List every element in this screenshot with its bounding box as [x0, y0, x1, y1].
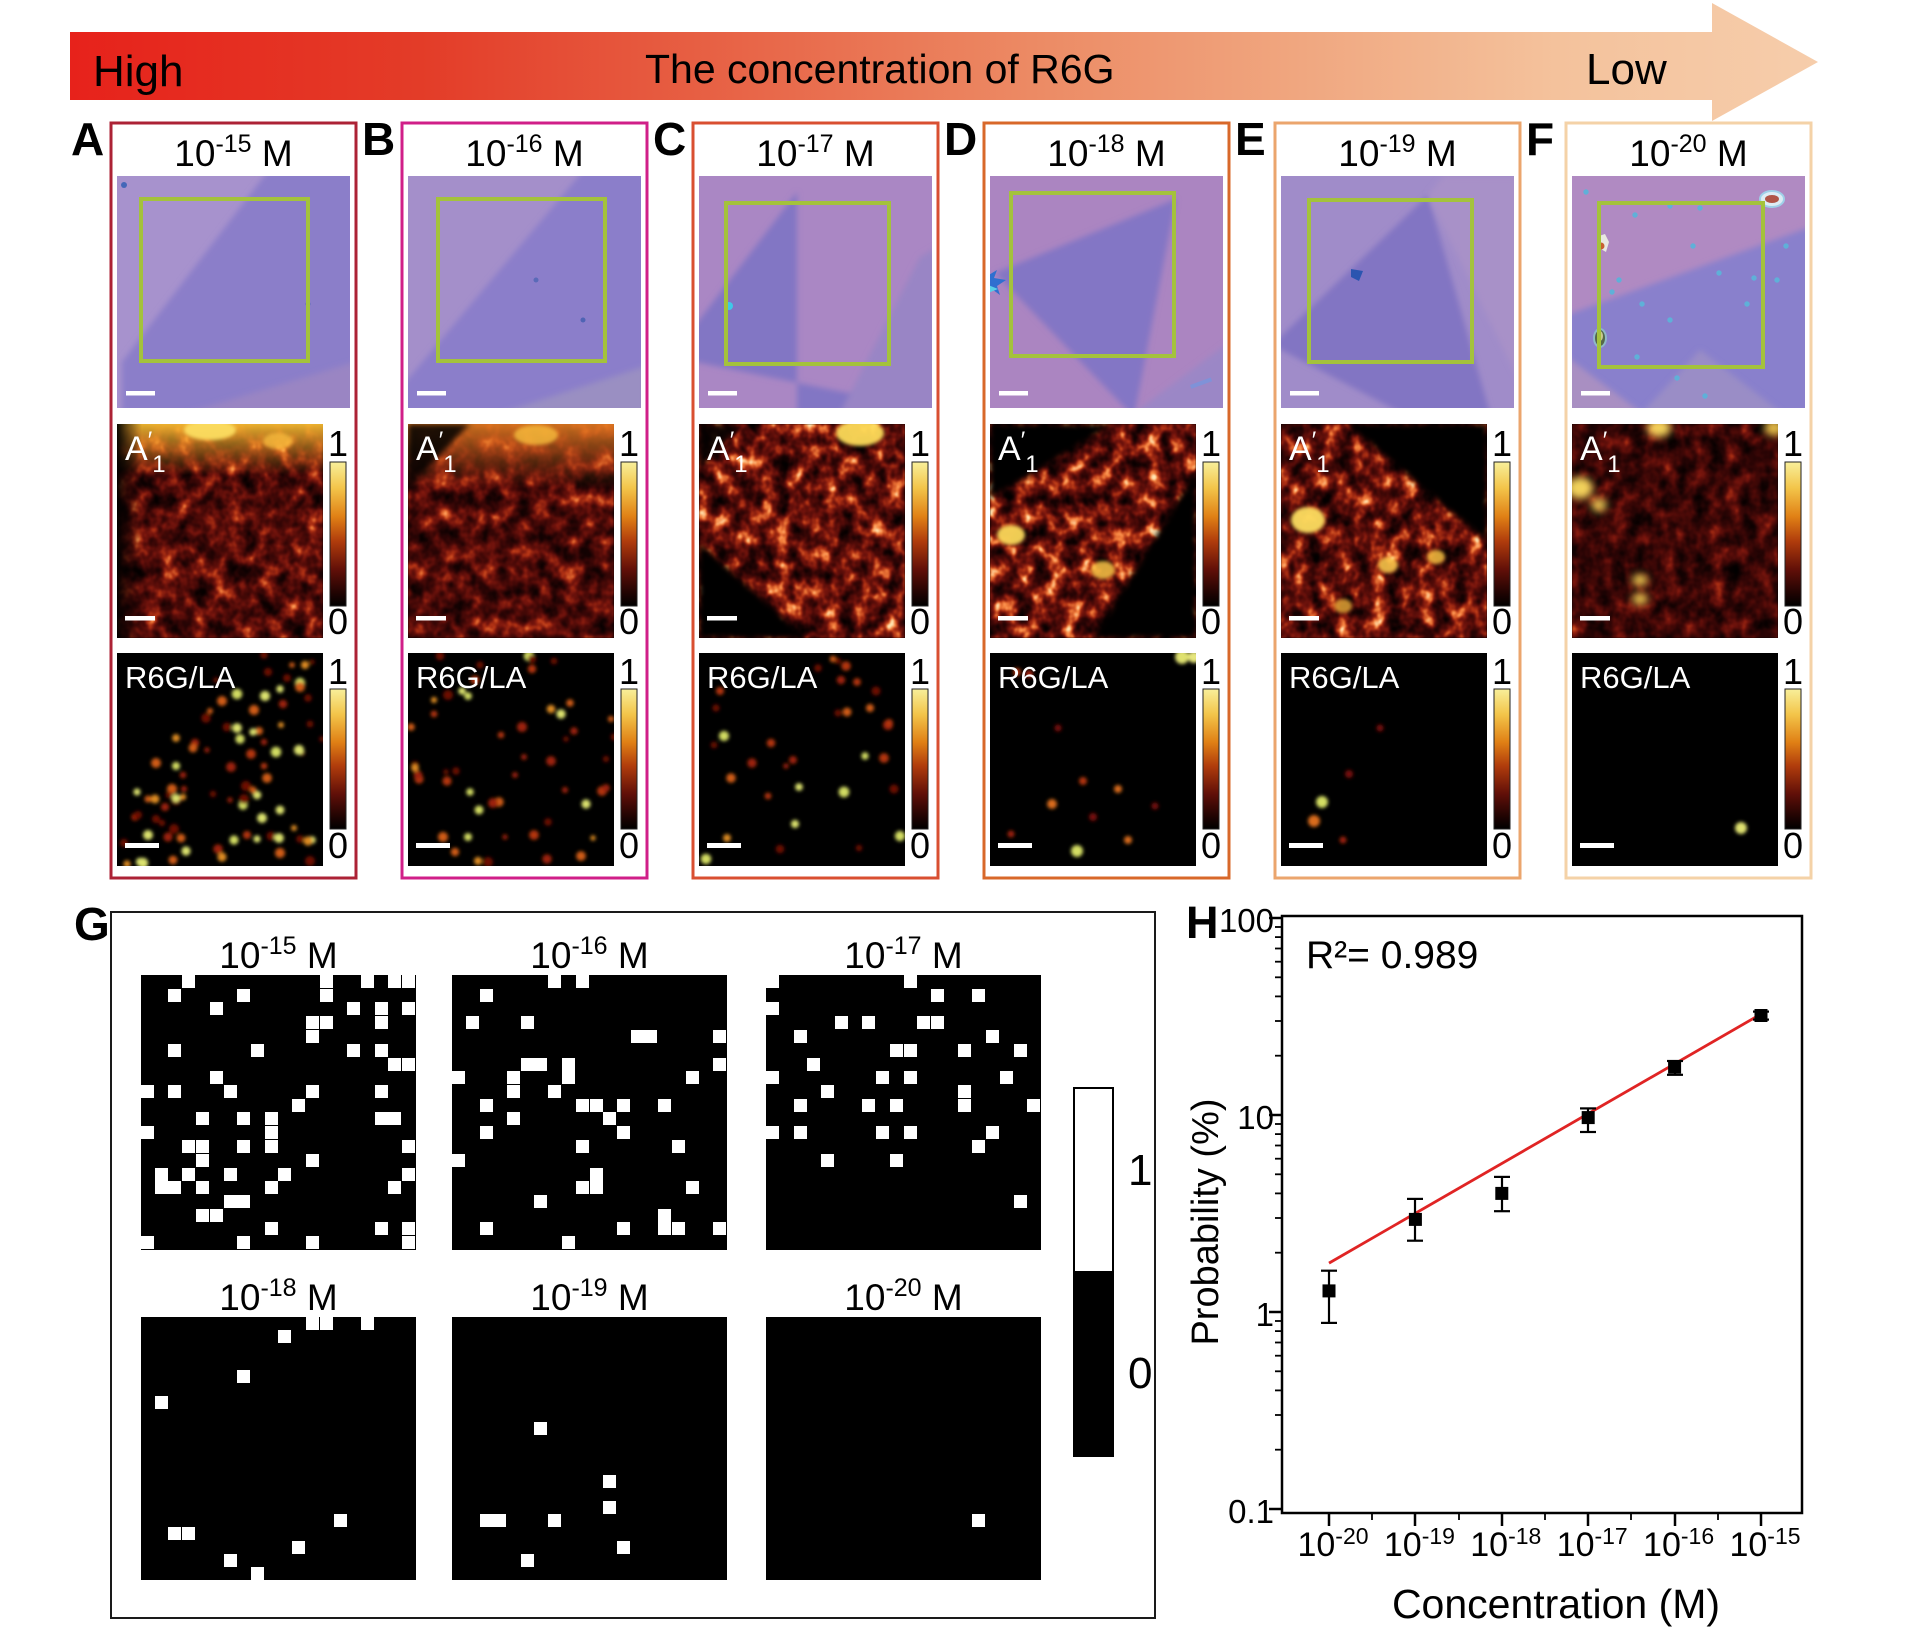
svg-text:0: 0 [1492, 601, 1512, 642]
svg-text:Concentration (M): Concentration (M) [1392, 1581, 1720, 1627]
svg-text:1: 1 [1256, 1296, 1274, 1333]
svg-text:C: C [653, 113, 686, 165]
svg-text:H: H [1186, 897, 1219, 948]
svg-text:0: 0 [1201, 825, 1221, 866]
svg-text:R6G/LA: R6G/LA [1580, 660, 1691, 695]
svg-text:Low: Low [1586, 45, 1667, 94]
svg-text:The concentration of R6G: The concentration of R6G [645, 46, 1114, 92]
svg-text:1: 1 [910, 651, 930, 692]
svg-text:0: 0 [619, 601, 639, 642]
svg-text:0: 0 [328, 825, 348, 866]
svg-text:10: 10 [1237, 1099, 1274, 1136]
svg-text:1: 1 [1783, 423, 1803, 464]
svg-text:10-19 M: 10-19 M [530, 1274, 648, 1318]
svg-text:F: F [1526, 113, 1554, 165]
svg-text:R6G/LA: R6G/LA [1289, 660, 1400, 695]
svg-text:1: 1 [1783, 651, 1803, 692]
svg-text:A: A [71, 113, 104, 165]
svg-text:10-18 M: 10-18 M [1047, 130, 1165, 174]
svg-text:1: 1 [328, 651, 348, 692]
svg-text:0: 0 [1492, 825, 1512, 866]
svg-text:0.1: 0.1 [1228, 1493, 1274, 1530]
svg-text:1: 1 [1201, 423, 1221, 464]
svg-text:10-17 M: 10-17 M [756, 130, 874, 174]
svg-text:0: 0 [619, 825, 639, 866]
svg-text:0: 0 [910, 601, 930, 642]
svg-text:High: High [93, 47, 184, 96]
svg-text:1: 1 [1128, 1146, 1152, 1195]
svg-text:1: 1 [328, 423, 348, 464]
svg-text:0: 0 [1783, 601, 1803, 642]
svg-text:R6G/LA: R6G/LA [125, 660, 236, 695]
svg-text:1: 1 [1492, 423, 1512, 464]
svg-text:E: E [1235, 113, 1266, 165]
svg-text:0: 0 [328, 601, 348, 642]
svg-text:B: B [362, 113, 395, 165]
svg-text:D: D [944, 113, 977, 165]
svg-text:0: 0 [1128, 1349, 1152, 1398]
svg-text:0: 0 [910, 825, 930, 866]
svg-text:Probability (%): Probability (%) [1185, 1098, 1227, 1345]
svg-text:1: 1 [1492, 651, 1512, 692]
svg-text:R²= 0.989: R²= 0.989 [1306, 934, 1478, 977]
svg-text:0: 0 [1201, 601, 1221, 642]
svg-text:10-15: 10-15 [1729, 1523, 1800, 1564]
svg-text:10-18: 10-18 [1470, 1523, 1541, 1564]
svg-text:1: 1 [1201, 651, 1221, 692]
svg-text:100: 100 [1219, 902, 1274, 939]
svg-text:1: 1 [619, 423, 639, 464]
svg-text:R6G/LA: R6G/LA [416, 660, 527, 695]
svg-text:1: 1 [619, 651, 639, 692]
svg-text:1: 1 [910, 423, 930, 464]
svg-text:R6G/LA: R6G/LA [998, 660, 1109, 695]
svg-text:10-19: 10-19 [1384, 1523, 1455, 1564]
svg-text:G: G [74, 898, 110, 950]
svg-text:R6G/LA: R6G/LA [707, 660, 818, 695]
svg-text:0: 0 [1783, 825, 1803, 866]
